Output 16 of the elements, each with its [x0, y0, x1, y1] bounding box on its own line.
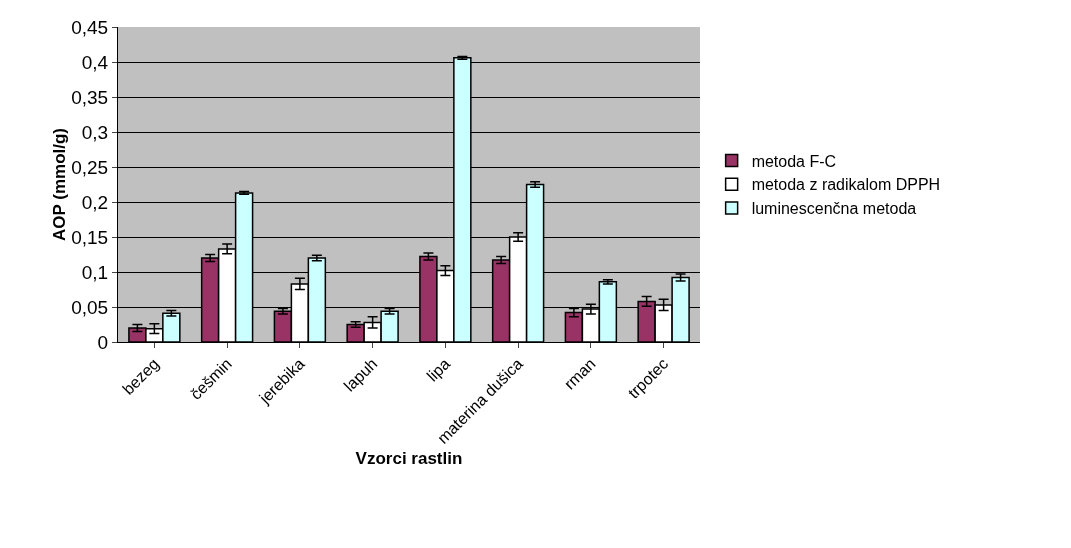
legend-label: luminescenčna metoda	[751, 200, 917, 218]
y-tick-label: 0	[97, 331, 109, 353]
legend-label: metoda F-C	[751, 152, 837, 170]
y-tick-label: 0,15	[71, 226, 109, 248]
y-tick-label: 0,35	[71, 86, 109, 108]
y-tick-label: 0,4	[81, 51, 109, 73]
y-tick-label: 0,1	[81, 261, 109, 283]
y-tick-label: 0,25	[71, 156, 109, 178]
y-tick-label: 0,45	[71, 16, 109, 38]
legend-label: metoda z radikalom DPPH	[751, 176, 941, 194]
y-axis-title: AOP (mmol/g)	[50, 127, 70, 242]
x-tick-label: lipa	[423, 354, 454, 385]
y-tick-label: 0,05	[71, 296, 109, 318]
x-axis-title: Vzorci rastlin	[355, 448, 463, 468]
y-tick-label: 0,2	[81, 191, 109, 213]
y-tick-label: 0,3	[81, 121, 109, 143]
